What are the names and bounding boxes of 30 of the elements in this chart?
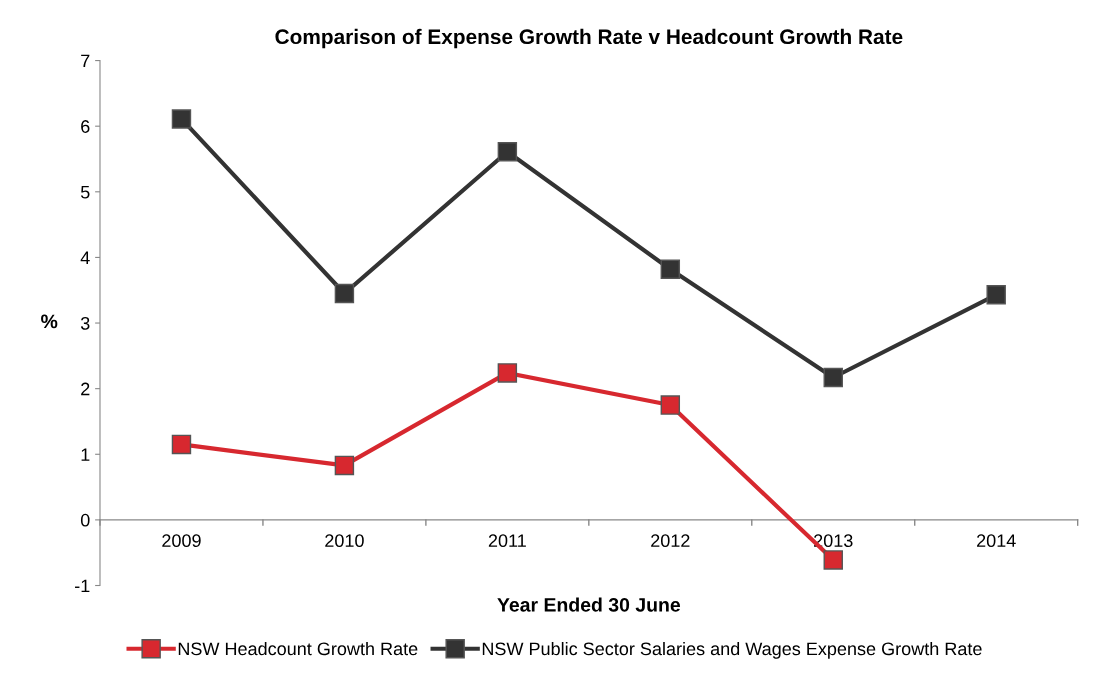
y-tick-label: 2	[81, 382, 90, 396]
y-tick-label: 3	[80, 316, 90, 330]
y-tick-label: -1	[75, 579, 90, 593]
point	[660, 395, 681, 415]
x-tick-label: 2010	[325, 534, 364, 548]
point	[171, 434, 192, 455]
y-axis-title: %	[41, 314, 58, 329]
point	[660, 259, 681, 279]
point	[823, 367, 843, 388]
y-tick-label: 6	[81, 120, 90, 133]
point	[171, 109, 192, 129]
point	[334, 283, 355, 304]
point	[497, 142, 518, 162]
x-tick-label: 2012	[651, 534, 690, 548]
y-tick-label: 5	[80, 185, 90, 199]
point	[497, 363, 518, 383]
chart-title: Comparison of Expense Growth Rate v Headcount Growth Rate	[275, 28, 903, 49]
x-tick-label: 2014	[977, 534, 1016, 548]
y-tick-label: 7	[81, 54, 90, 68]
x-axis-title: Year Ended 30 June	[497, 597, 681, 612]
point	[823, 550, 843, 570]
y-tick-label: 4	[80, 251, 90, 264]
legend-label: NSW Headcount Growth Rate	[178, 641, 418, 656]
x-tick-label: 2011	[488, 534, 526, 548]
point	[334, 455, 355, 476]
y-tick-label: 0	[80, 513, 90, 527]
point	[986, 285, 1006, 305]
y-tick-label: 1	[81, 448, 90, 461]
legend-label: NSW Public Sector Salaries and Wages Expense Growth Rate	[482, 641, 982, 659]
x-tick-label: 2009	[162, 534, 201, 548]
